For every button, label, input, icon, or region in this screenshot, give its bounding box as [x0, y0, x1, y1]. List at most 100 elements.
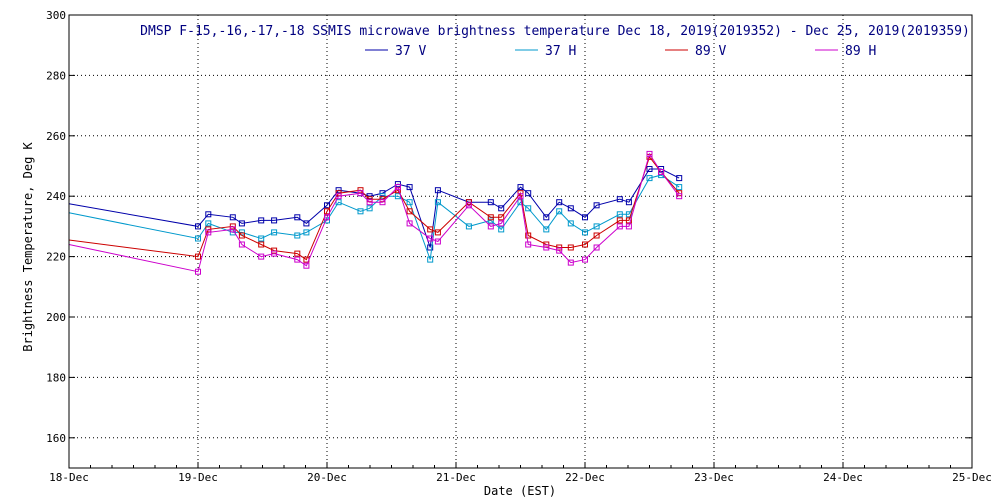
y-tick-label: 220 — [46, 251, 66, 264]
data-point-89h — [303, 262, 310, 269]
data-point-89h — [487, 223, 494, 230]
data-point-37h — [427, 256, 434, 263]
data-point-37v — [498, 205, 505, 212]
series-89h — [68, 150, 683, 275]
data-point-37h — [543, 226, 550, 233]
data-point-89v — [427, 226, 434, 233]
data-point-37v — [525, 190, 532, 197]
data-point-89h — [205, 229, 212, 236]
data-point-37h — [525, 205, 532, 212]
axis-ticks: 160 180 200 220 240 260 280 300 18-Dec 19-Dec 20-D… — [46, 9, 992, 484]
data-point-89v — [616, 217, 623, 224]
data-point-89h — [434, 238, 441, 245]
data-point-37h — [498, 226, 505, 233]
data-point-37v — [303, 220, 310, 227]
data-point-89h — [366, 199, 373, 206]
chart-title: DMSP F-15,-16,-17,-18 SSMIS microwave br… — [140, 24, 970, 39]
data-point-37h — [366, 205, 373, 212]
data-point-89h — [625, 223, 632, 230]
data-point-89h — [543, 244, 550, 251]
legend-entry-37v: 37 V — [365, 44, 426, 59]
x-tick-label: 19-Dec — [178, 471, 218, 484]
data-point-37h — [465, 223, 472, 230]
data-point-37v — [646, 166, 653, 172]
y-tick-label: 300 — [46, 9, 66, 22]
y-tick-label: 180 — [46, 371, 66, 384]
series-37h — [68, 172, 683, 263]
data-point-89h — [335, 193, 342, 200]
data-point-37h — [335, 199, 342, 206]
data-point-37h — [205, 220, 212, 227]
data-point-89h — [229, 226, 236, 233]
legend-label: 37 V — [395, 44, 426, 59]
data-point-89h — [567, 259, 574, 266]
data-point-37h — [487, 217, 494, 224]
legend-label: 37 H — [545, 44, 576, 59]
data-point-89h — [379, 199, 386, 206]
x-tick-label: 23-Dec — [694, 471, 734, 484]
data-point-89v — [582, 241, 588, 248]
series-line-37h — [68, 174, 680, 260]
data-point-89v — [324, 208, 330, 215]
data-point-37v — [271, 217, 278, 224]
x-tick-label: 25-Dec — [952, 471, 992, 484]
data-point-37v — [593, 202, 600, 209]
data-point-89h — [406, 220, 413, 227]
data-point-89h — [394, 184, 401, 191]
data-point-89h — [324, 214, 330, 221]
data-point-37h — [294, 232, 301, 239]
data-point-37v — [324, 202, 330, 209]
data-point-89h — [357, 190, 364, 197]
data-point-89h — [593, 244, 600, 251]
data-point-89h — [427, 235, 434, 242]
data-point-89h — [258, 253, 265, 260]
x-tick-label: 18-Dec — [49, 471, 89, 484]
legend-label: 89 H — [845, 44, 876, 59]
data-point-89v — [434, 229, 441, 236]
data-point-89h — [238, 241, 245, 248]
data-point-37h — [517, 199, 524, 206]
data-point-37v — [556, 199, 563, 206]
data-point-37v — [258, 217, 265, 224]
y-axis-label: Brightness Temperature, Deg K — [21, 141, 35, 351]
series-layer — [68, 150, 683, 275]
data-point-89v — [195, 253, 201, 260]
data-point-89h — [195, 268, 201, 275]
data-point-37v — [676, 175, 683, 182]
data-point-37v — [205, 211, 212, 218]
y-tick-label: 240 — [46, 190, 66, 203]
data-point-37h — [567, 220, 574, 227]
data-point-89h — [676, 193, 683, 200]
series-line-89h — [68, 152, 680, 273]
legend: 37 V 37 H 89 V 89 H — [365, 44, 876, 59]
x-tick-label: 22-Dec — [565, 471, 605, 484]
y-tick-label: 160 — [46, 432, 66, 445]
data-point-37h — [616, 211, 623, 218]
data-point-37v — [567, 205, 574, 212]
data-point-37h — [195, 235, 201, 242]
data-point-89v — [294, 250, 301, 257]
data-point-37v — [406, 184, 413, 191]
data-point-89v — [525, 232, 532, 239]
data-point-37h — [582, 229, 588, 236]
data-point-37v — [487, 199, 494, 206]
data-point-37v — [229, 214, 236, 221]
data-point-89h — [658, 169, 665, 175]
y-tick-label: 260 — [46, 130, 66, 143]
data-point-89v — [238, 232, 245, 239]
data-point-89v — [567, 244, 574, 251]
data-point-37v — [434, 187, 441, 194]
data-point-89h — [646, 150, 653, 157]
x-tick-label: 21-Dec — [436, 471, 476, 484]
grid-lines — [69, 15, 972, 468]
data-point-37v — [195, 223, 201, 230]
data-point-37h — [434, 199, 441, 206]
legend-entry-89v: 89 V — [665, 44, 726, 59]
data-point-37h — [593, 223, 600, 230]
x-axis-label: Date (EST) — [484, 484, 556, 498]
data-point-89h — [582, 256, 588, 263]
data-point-89v — [593, 232, 600, 239]
data-point-89h — [616, 223, 623, 230]
legend-label: 89 V — [695, 44, 726, 59]
